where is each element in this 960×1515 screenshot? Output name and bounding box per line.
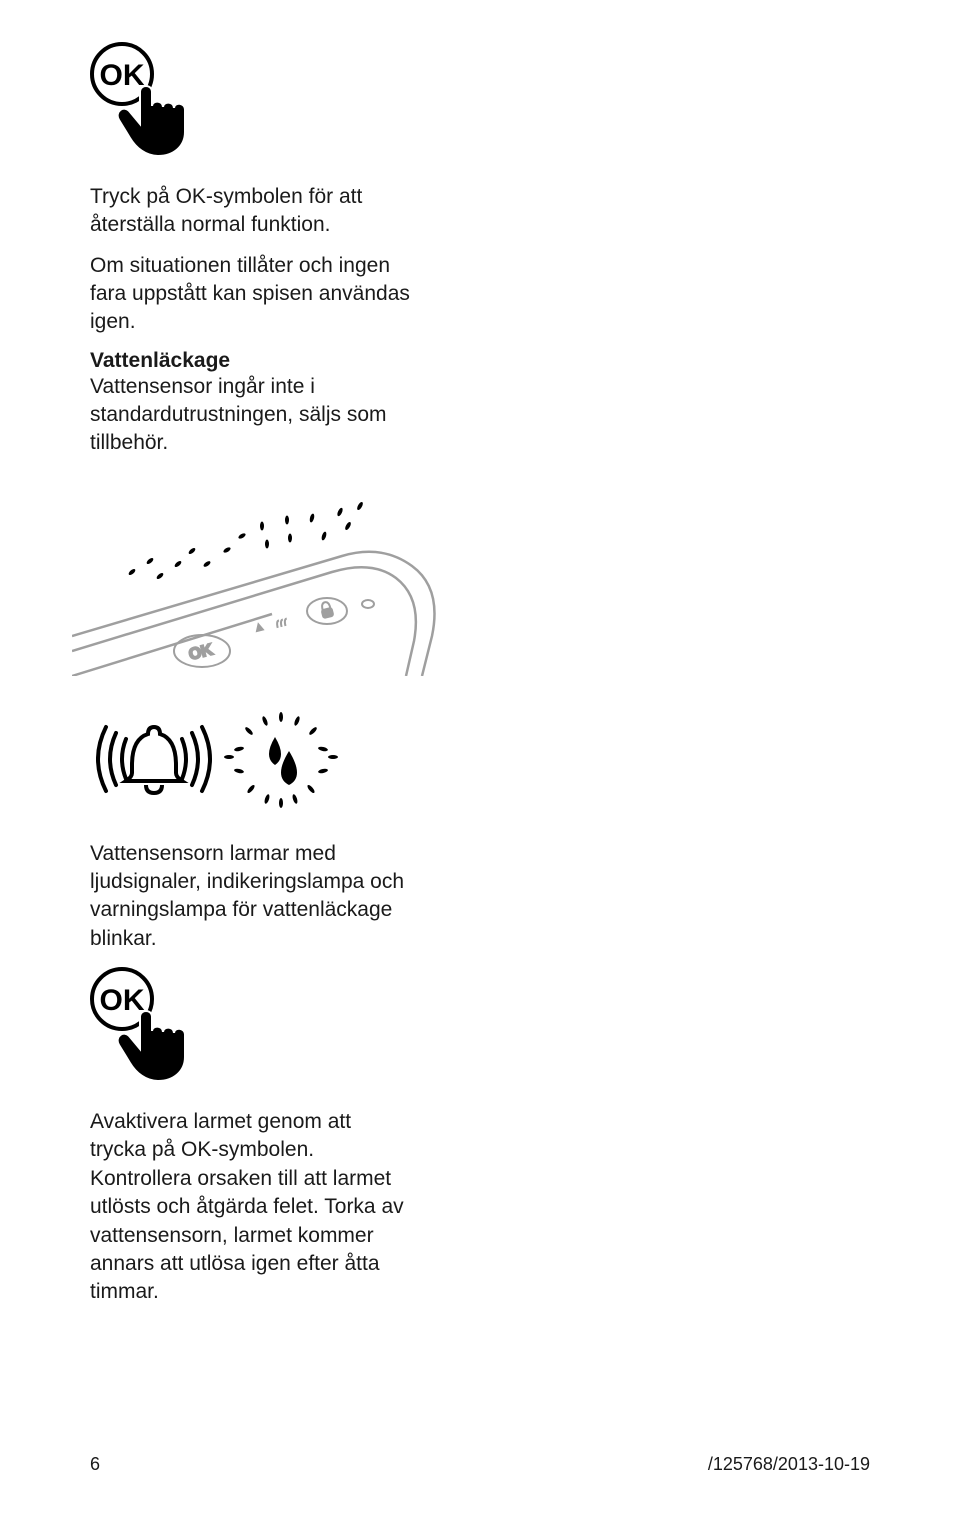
svg-text:OK: OK — [187, 641, 215, 663]
paragraph-5: Avaktivera larmet genom att trycka på OK… — [90, 1108, 410, 1306]
paragraph-1: Tryck på OK-symbolen för att återställa … — [90, 183, 410, 240]
ok-press-illustration-2: OK — [86, 965, 410, 1090]
ok-press-illustration-1: OK — [86, 40, 410, 165]
paragraph-3: Vattensensor ingår inte i standardutrust… — [90, 373, 410, 458]
paragraph-4: Vattensensorn larmar med ljudsignaler, i… — [90, 840, 410, 953]
ok-label-1: OK — [100, 59, 145, 92]
ok-label-2: OK — [100, 984, 145, 1017]
page-content: OK Tryck på OK-symbolen för att återstäl… — [0, 0, 500, 1307]
bell-waterdrop-illustration — [96, 699, 410, 824]
paragraph-2: Om situationen tillåter och ingen fara u… — [90, 252, 410, 337]
page-footer: 6 /125768/2013-10-19 — [90, 1454, 870, 1475]
doc-reference: /125768/2013-10-19 — [708, 1454, 870, 1475]
device-alarm-illustration: OK — [72, 476, 410, 681]
heading-water-leak: Vattenläckage — [90, 349, 410, 373]
page-number: 6 — [90, 1454, 100, 1475]
